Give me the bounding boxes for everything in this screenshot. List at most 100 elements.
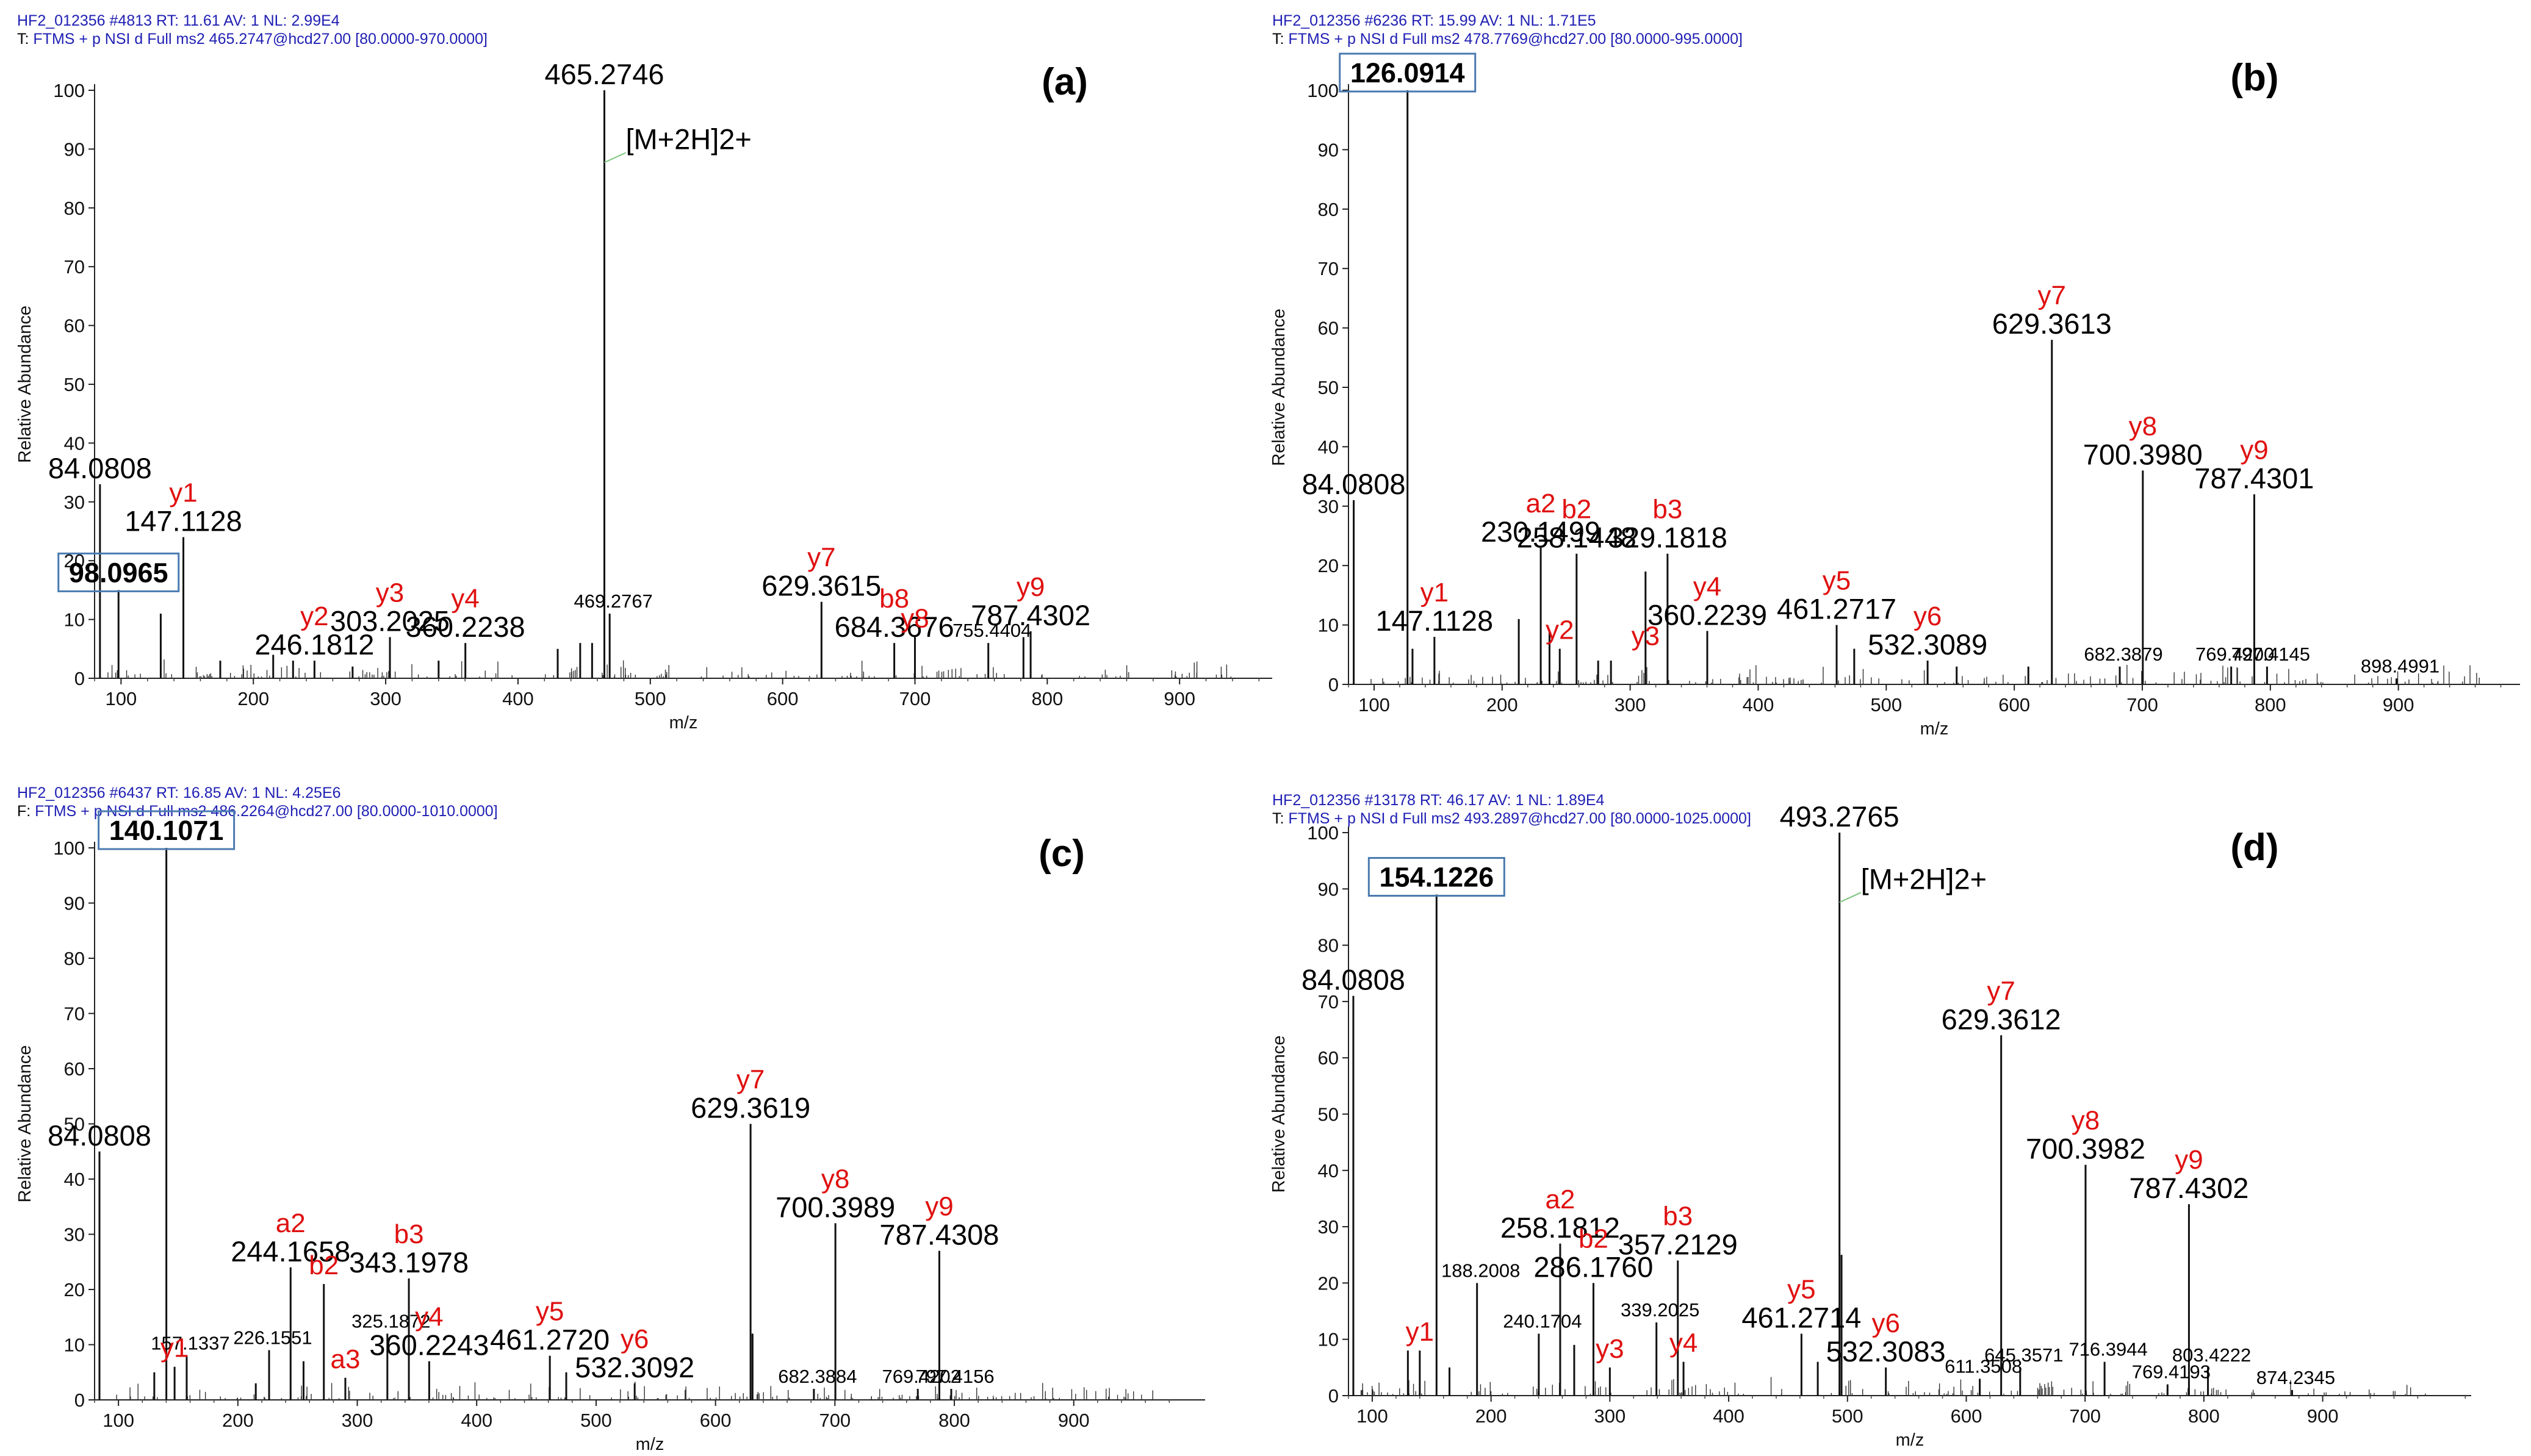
filter-header: T: FTMS + p NSI d Full ms2 478.7769@hcd2… [1272,30,1743,48]
filter-header: T: FTMS + p NSI d Full ms2 465.2747@hcd2… [17,30,488,48]
filter-text: FTMS + p NSI d Full ms2 465.2747@hcd27.0… [33,30,488,48]
highlight-box [1339,52,1477,93]
ion-label: y9 [925,1192,953,1222]
scan-header: HF2_012356 #13178 RT: 46.17 AV: 1 NL: 1.… [1272,792,1605,809]
ion-label: y8 [901,604,929,634]
ion-label: y4 [1669,1329,1698,1358]
peak-mz-label: 629.3612 [1942,1003,2061,1035]
ion-label: y8 [2129,411,2157,441]
peak-mz-label-small: 226.1551 [233,1327,312,1349]
x-tick-label: 500 [1870,694,1902,715]
peak-mz-label: 286.1760 [1533,1250,1653,1283]
y-axis-label: Relative Abundance [1269,1036,1289,1193]
x-tick-label: 400 [1743,694,1774,715]
header-av: 1 [247,12,259,29]
header-av: 1 [1511,792,1524,809]
ion-label: b2 [309,1250,339,1280]
y-tick-label: 40 [1318,436,1339,457]
peak-label: 769.4202 [882,1366,961,1387]
peak-mz-label: 230.1499 [1481,515,1600,548]
y-tick-label: 30 [64,1224,85,1246]
y-tick-label: 20 [64,1279,85,1300]
peak-mz-label-small: 645.3571 [1984,1344,2063,1366]
x-tick-label: 800 [2255,694,2286,715]
y-tick-label: 20 [1318,555,1339,576]
peak-mz-label: 787.4302 [2129,1172,2248,1204]
peak-mz-label: 258.1812 [1500,1211,1620,1244]
y-tick-label: 90 [64,893,85,914]
peak-mz-label-small: 769.4200 [2195,644,2274,665]
x-tick-label: 800 [2188,1405,2220,1427]
y-tick-label: 0 [1328,674,1339,695]
ion-label: y4 [415,1302,443,1332]
header-scan: #13178 [1361,792,1416,809]
peak-mz-label: 532.3089 [1868,628,1987,661]
spectrum-panel-c: HF2_012356 #6437 RT: 16.85 AV: 1 NL: 4.2… [15,784,1205,1454]
peak-mz-label: 360.2243 [369,1329,489,1361]
ion-label: y5 [536,1297,564,1327]
header-rt: 16.85 [179,784,221,802]
peak-label: 755.4404 [952,620,1031,641]
peak-label: b2 [309,1250,339,1280]
x-tick-label: 900 [1164,688,1195,709]
annotation-leader [604,152,626,163]
panel-label: (b) [2230,57,2278,99]
peak-mz-label: 84.0808 [1302,964,1405,996]
peak-label: 797.4156 [915,1366,994,1387]
y-tick-label: 90 [1318,878,1339,900]
y-tick-label: 10 [1318,615,1339,636]
peak-label: 465.2746 [544,58,664,90]
y-tick-label: 70 [64,256,85,278]
header-nl: 2.99E4 [287,12,340,29]
peak-mz-label: 787.4301 [2194,462,2314,494]
peak-label: 716.3944 [2068,1339,2147,1360]
y-tick-label: 60 [1318,1047,1339,1069]
ion-label: y7 [807,543,835,573]
x-tick-label: 200 [237,688,269,709]
peak-label: 84.0808 [1302,964,1405,996]
header-file: HF2_012356 [17,12,106,29]
peak-label: 898.4991 [2361,655,2439,676]
y-tick-label: 100 [53,80,85,101]
peak-label: y1 [160,1333,189,1363]
filter-prefix: F: [17,803,35,820]
y-tick-label: 0 [74,1390,85,1411]
precursor-annotation: [M+2H]2+ [1861,862,1987,895]
peak-mz-label: 84.0808 [48,452,152,484]
peak-mz-label: 360.2239 [1647,598,1767,631]
highlight-box [57,552,180,592]
peak-label: 769.4193 [2132,1361,2211,1383]
peak-label: 682.3884 [778,1366,857,1387]
header-scan: #6437 [106,784,152,802]
y-tick-label: 100 [53,837,85,859]
ion-label: b2 [1561,495,1591,525]
peak-mz-label: 532.3092 [575,1351,694,1383]
ion-label: y5 [1787,1274,1815,1304]
peak-mz-label: 787.4302 [971,599,1090,631]
filter-prefix: T: [1272,30,1288,48]
y-tick-label: 0 [1328,1385,1339,1407]
peak-mz-label: 329.1818 [1608,522,1727,554]
y-tick-label: 40 [64,432,85,454]
y-tick-label: 100 [1307,80,1339,101]
peak-label: 874.2345 [2256,1367,2335,1388]
annotation-leader [1839,892,1862,903]
y-tick-label: 60 [64,1058,85,1080]
ion-label: y2 [1546,615,1574,645]
ion-label: y6 [1914,601,1942,631]
peak-mz-label: 461.2717 [1777,593,1896,625]
peak-mz-label-small: 803.4222 [2172,1344,2251,1366]
